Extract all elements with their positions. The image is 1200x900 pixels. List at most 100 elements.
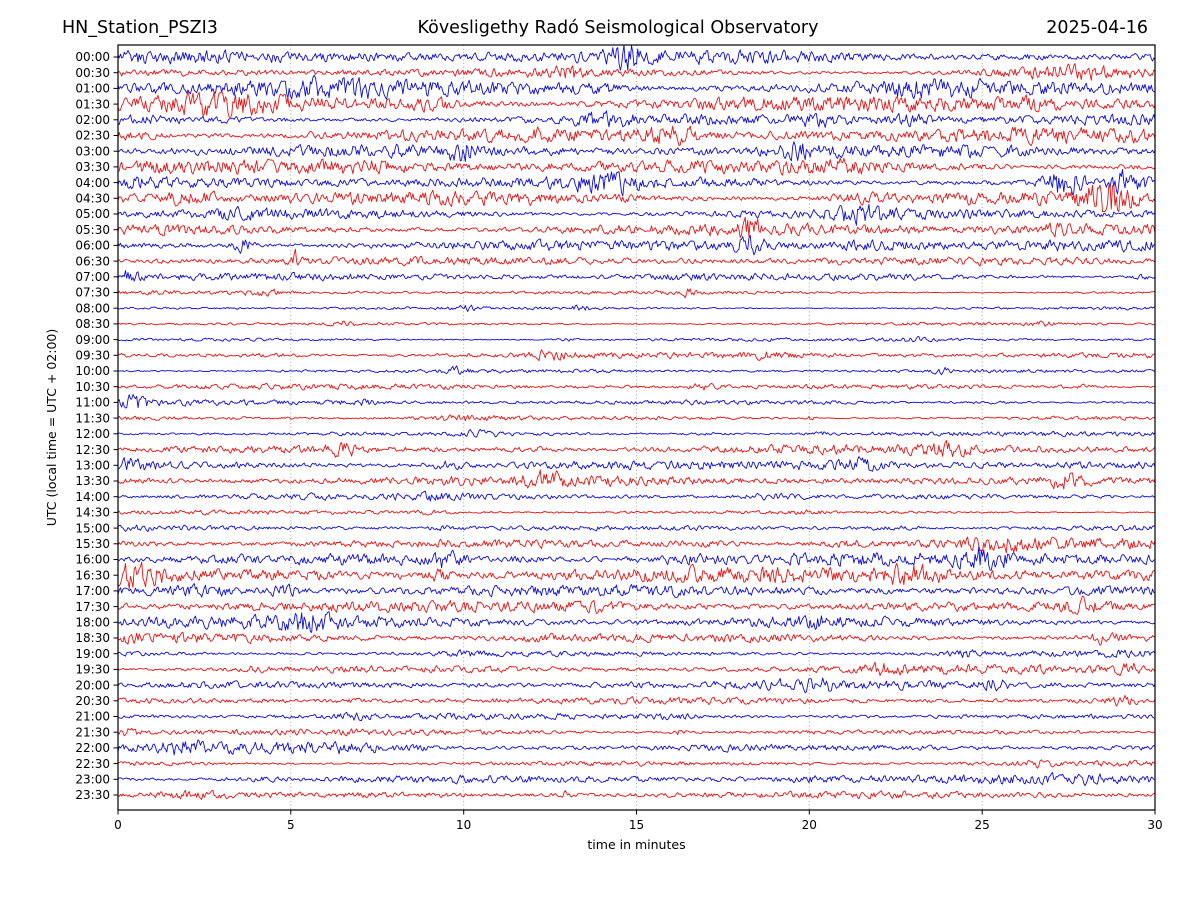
y-tick-label-09:30: 09:30 <box>75 349 110 363</box>
y-tick-label-01:30: 01:30 <box>75 97 110 111</box>
trace-12:00 <box>117 429 1156 438</box>
y-tick-label-13:00: 13:00 <box>75 459 110 473</box>
y-tick-label-18:30: 18:30 <box>75 631 110 645</box>
y-tick-label-12:30: 12:30 <box>75 443 110 457</box>
trace-16:00 <box>117 546 1156 571</box>
trace-04:30 <box>117 184 1156 212</box>
y-tick-label-19:00: 19:00 <box>75 647 110 661</box>
y-tick-label-14:00: 14:00 <box>75 490 110 504</box>
y-tick-label-03:30: 03:30 <box>75 160 110 174</box>
trace-10:00 <box>117 365 1156 376</box>
y-tick-label-15:00: 15:00 <box>75 521 110 535</box>
trace-14:00 <box>117 490 1156 502</box>
trace-16:30 <box>117 561 1156 589</box>
trace-09:30 <box>117 349 1156 362</box>
trace-01:00 <box>117 74 1156 100</box>
trace-19:30 <box>117 661 1156 677</box>
y-tick-label-21:00: 21:00 <box>75 710 110 724</box>
trace-14:30 <box>117 509 1156 516</box>
trace-13:30 <box>117 469 1156 490</box>
trace-05:00 <box>117 203 1156 226</box>
date-title: 2025-04-16 <box>1046 18 1148 38</box>
trace-18:00 <box>117 611 1156 633</box>
y-tick-label-18:00: 18:00 <box>75 616 110 630</box>
y-tick-label-13:30: 13:30 <box>75 474 110 488</box>
trace-20:30 <box>117 694 1156 707</box>
trace-21:00 <box>117 711 1156 722</box>
y-tick-label-05:30: 05:30 <box>75 223 110 237</box>
y-tick-label-05:00: 05:00 <box>75 207 110 221</box>
y-tick-label-20:00: 20:00 <box>75 678 110 692</box>
trace-21:30 <box>117 727 1156 737</box>
x-tick-label-20: 20 <box>802 818 817 832</box>
trace-03:00 <box>117 141 1156 162</box>
trace-23:30 <box>117 789 1156 800</box>
trace-01:30 <box>117 90 1156 118</box>
y-tick-label-00:00: 00:00 <box>75 50 110 64</box>
y-tick-label-00:30: 00:30 <box>75 66 110 80</box>
y-tick-label-09:00: 09:00 <box>75 333 110 347</box>
trace-06:00 <box>117 234 1156 256</box>
y-tick-label-23:00: 23:00 <box>75 773 110 787</box>
trace-22:30 <box>117 759 1156 769</box>
x-tick-label-10: 10 <box>456 818 471 832</box>
trace-13:00 <box>117 456 1156 472</box>
trace-05:30 <box>117 216 1156 239</box>
y-tick-label-07:30: 07:30 <box>75 286 110 300</box>
trace-07:00 <box>117 270 1156 282</box>
x-tick-label-25: 25 <box>975 818 990 832</box>
trace-04:00 <box>117 168 1156 197</box>
y-tick-label-06:00: 06:00 <box>75 239 110 253</box>
trace-15:30 <box>117 536 1156 554</box>
y-tick-label-08:00: 08:00 <box>75 301 110 315</box>
trace-00:00 <box>117 44 1156 71</box>
trace-08:00 <box>117 304 1156 312</box>
y-tick-label-16:00: 16:00 <box>75 553 110 567</box>
trace-07:30 <box>117 288 1156 299</box>
gridlines <box>290 45 983 810</box>
x-tick-label-0: 0 <box>114 818 122 832</box>
trace-15:00 <box>117 524 1156 533</box>
y-tick-label-15:30: 15:30 <box>75 537 110 551</box>
trace-08:30 <box>117 320 1156 327</box>
y-tick-label-06:30: 06:30 <box>75 254 110 268</box>
trace-23:00 <box>117 771 1156 787</box>
y-tick-label-11:00: 11:00 <box>75 396 110 410</box>
trace-11:30 <box>117 414 1156 422</box>
y-tick-label-02:00: 02:00 <box>75 113 110 127</box>
y-tick-label-10:30: 10:30 <box>75 380 110 394</box>
y-tick-label-23:30: 23:30 <box>75 788 110 802</box>
x-tick-label-30: 30 <box>1147 818 1162 832</box>
y-tick-label-04:00: 04:00 <box>75 176 110 190</box>
x-axis-label: time in minutes <box>587 837 685 852</box>
y-tick-label-17:00: 17:00 <box>75 584 110 598</box>
y-tick-label-20:30: 20:30 <box>75 694 110 708</box>
trace-02:00 <box>117 110 1156 128</box>
trace-19:00 <box>117 649 1156 659</box>
observatory-title: Kövesligethy Radó Seismological Observat… <box>417 18 819 38</box>
trace-11:00 <box>117 394 1156 409</box>
y-tick-label-22:30: 22:30 <box>75 757 110 771</box>
y-tick-label-04:30: 04:30 <box>75 192 110 206</box>
trace-02:30 <box>117 125 1156 146</box>
waveform-traces <box>117 44 1156 800</box>
trace-17:30 <box>117 595 1156 615</box>
y-tick-label-08:30: 08:30 <box>75 317 110 331</box>
y-tick-label-17:30: 17:30 <box>75 600 110 614</box>
y-tick-label-11:30: 11:30 <box>75 411 110 425</box>
y-tick-label-14:30: 14:30 <box>75 506 110 520</box>
trace-12:30 <box>117 440 1156 458</box>
y-tick-label-12:00: 12:00 <box>75 427 110 441</box>
trace-18:30 <box>117 631 1156 646</box>
trace-20:00 <box>117 677 1156 694</box>
y-axis-label: UTC (local time = UTC + 02:00) <box>44 329 59 527</box>
y-tick-label-19:30: 19:30 <box>75 663 110 677</box>
trace-09:00 <box>117 336 1156 343</box>
y-tick-label-03:00: 03:00 <box>75 144 110 158</box>
y-tick-label-07:00: 07:00 <box>75 270 110 284</box>
trace-03:30 <box>117 157 1156 176</box>
trace-17:00 <box>117 583 1156 598</box>
